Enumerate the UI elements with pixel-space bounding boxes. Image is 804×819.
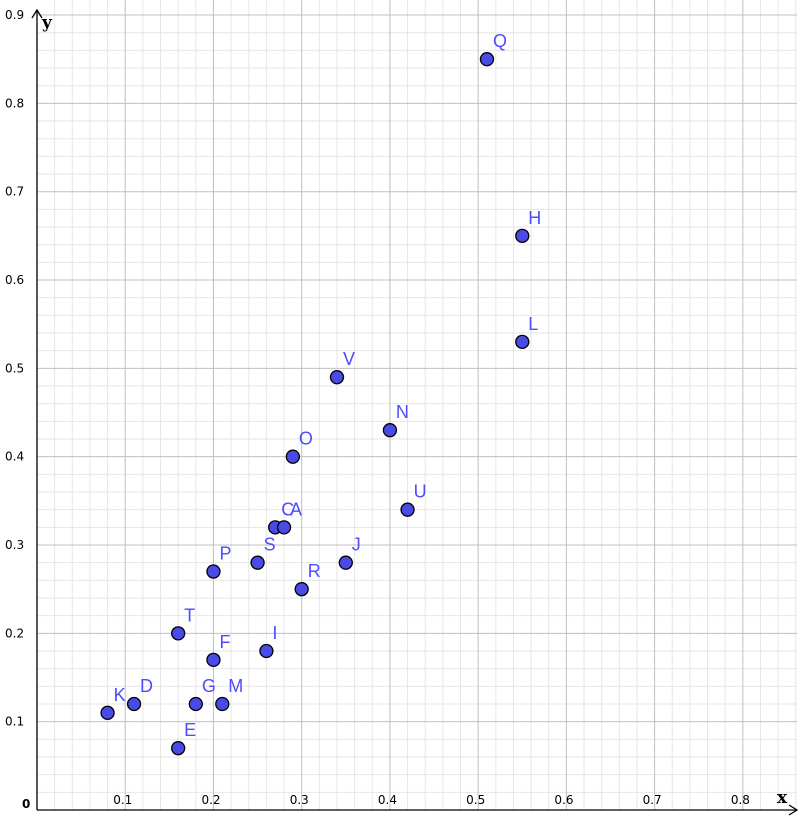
x-tick-label: 0.4 [378, 793, 397, 807]
y-tick-label: 0.2 [5, 626, 24, 640]
point-p [206, 564, 221, 579]
point-label-r: R [308, 561, 321, 581]
origin-label: 0 [22, 797, 30, 811]
point-label-f: F [219, 632, 230, 652]
point-label-e: E [184, 720, 196, 740]
point-h [515, 228, 530, 244]
x-tick-labels: 0.1 0.2 0.3 0.4 0.5 0.6 0.7 0.8 [113, 793, 750, 807]
y-tick-label: 0.7 [5, 185, 24, 199]
x-tick-label: 0.8 [731, 793, 750, 807]
point-label-u: U [414, 482, 427, 502]
minor-grid [37, 0, 797, 810]
point-q [479, 52, 495, 67]
point-label-j: J [352, 535, 361, 555]
point-label-k: K [114, 685, 126, 705]
point-labels: Q H L V N O U CAS J P R T I F D G M K E [114, 31, 542, 740]
x-tick-label: 0.7 [643, 793, 662, 807]
y-tick-label: 0.4 [5, 450, 24, 464]
point-label-v: V [343, 349, 355, 369]
point-label-g: G [202, 676, 216, 696]
point-u [400, 502, 415, 517]
point-label-d: D [140, 676, 153, 696]
x-tick-label: 0.6 [554, 793, 573, 807]
point-f [206, 652, 221, 667]
x-tick-label: 0.2 [201, 793, 220, 807]
point-t [171, 626, 186, 641]
point-s [250, 555, 265, 570]
point-label-t: T [184, 605, 195, 625]
point-i [259, 643, 274, 659]
x-tick-label: 0.3 [290, 793, 309, 807]
point-e [171, 741, 186, 756]
point-l [515, 334, 530, 350]
y-tick-labels: 0.1 0.2 0.3 0.4 0.5 0.6 0.7 0.8 0.9 [5, 8, 24, 729]
data-points [100, 52, 530, 756]
point-label-q: Q [493, 31, 507, 51]
y-tick-label: 0.9 [5, 8, 24, 22]
point-g [188, 696, 203, 712]
point-label-n: N [396, 402, 409, 422]
point-n [382, 423, 398, 438]
point-label-s: S [264, 535, 276, 555]
y-tick-label: 0.1 [5, 715, 24, 729]
point-label-p: P [219, 544, 231, 564]
point-v [329, 370, 345, 385]
point-j [338, 555, 353, 570]
major-grid [37, 0, 797, 810]
y-tick-label: 0.6 [5, 273, 24, 287]
point-label-h: H [528, 208, 541, 228]
x-tick-label: 0.1 [113, 793, 132, 807]
point-a [276, 520, 292, 535]
point-m [215, 696, 230, 712]
point-o [285, 449, 301, 464]
point-label-o: O [299, 429, 313, 449]
y-axis-arrow [31, 8, 43, 19]
y-tick-label: 0.8 [5, 96, 24, 110]
point-r [294, 582, 309, 597]
point-label-c: C [281, 499, 294, 519]
point-label-m: M [228, 676, 243, 696]
y-axis-label: y [41, 13, 53, 33]
point-label-i: I [272, 623, 277, 643]
y-tick-label: 0.3 [5, 538, 24, 552]
y-tick-label: 0.5 [5, 361, 24, 375]
point-k [100, 705, 115, 720]
x-axis-label: x [777, 788, 788, 808]
x-axis-arrow [788, 804, 799, 816]
point-label-l: L [528, 314, 538, 334]
x-tick-label: 0.5 [466, 793, 485, 807]
point-d [126, 696, 142, 712]
point-label-a: A [290, 499, 302, 519]
axes: x y 0 [22, 8, 799, 816]
